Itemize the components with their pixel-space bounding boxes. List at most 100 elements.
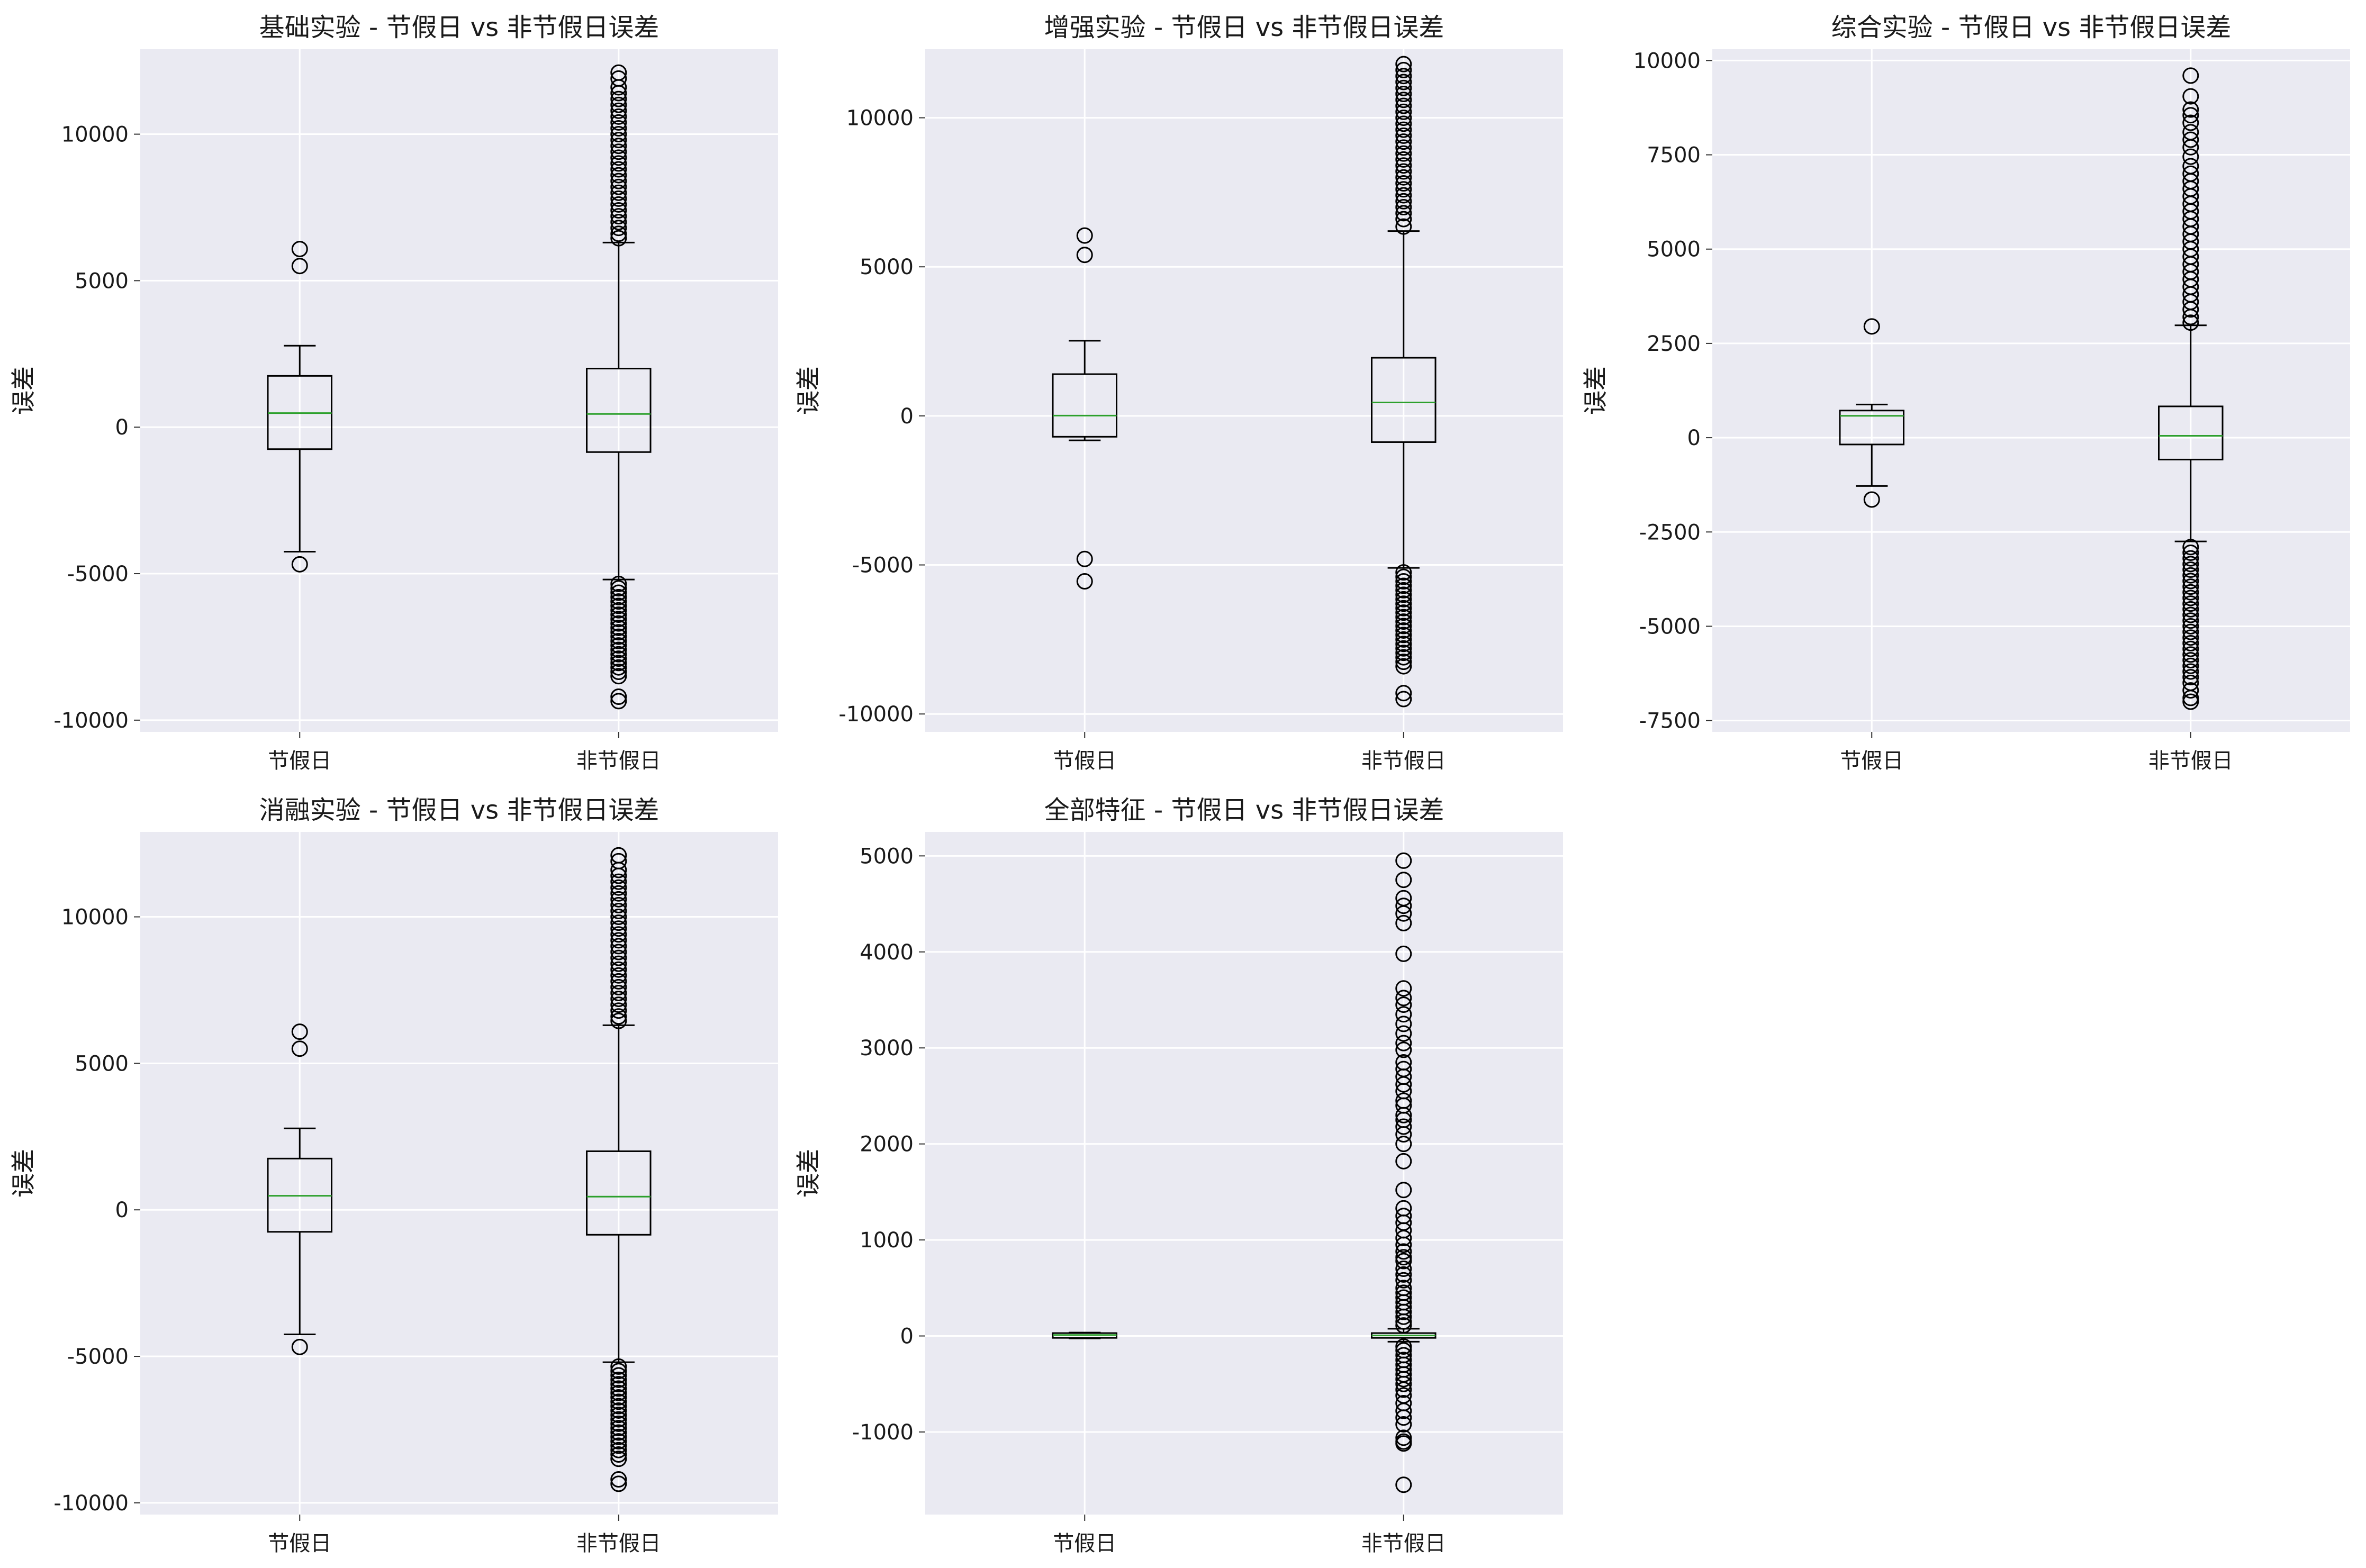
box-1 bbox=[267, 241, 332, 573]
outlier-point bbox=[610, 161, 627, 178]
y-tick-label: -5000 bbox=[1639, 614, 1701, 639]
outlier-point bbox=[610, 208, 627, 225]
outlier-point bbox=[610, 1475, 627, 1492]
outlier-point bbox=[610, 196, 627, 213]
outlier-point bbox=[1395, 631, 1412, 648]
y-tick-label: 0 bbox=[115, 415, 129, 440]
outlier-point bbox=[2182, 561, 2199, 578]
outlier-point bbox=[2182, 693, 2199, 710]
outlier-point bbox=[1395, 622, 1412, 639]
outlier-point bbox=[2182, 612, 2199, 629]
y-tick-label: 2000 bbox=[860, 1132, 914, 1157]
outlier-point bbox=[610, 143, 627, 160]
outlier-point bbox=[610, 1402, 627, 1419]
x-tick-label: 非节假日 bbox=[1361, 749, 1446, 773]
outlier-point bbox=[291, 258, 308, 275]
outlier-point bbox=[1395, 218, 1412, 235]
outlier-point bbox=[2182, 544, 2199, 561]
outlier-point bbox=[610, 867, 627, 884]
outlier-point bbox=[1395, 604, 1412, 621]
outlier-point bbox=[610, 619, 627, 636]
outlier-point bbox=[2182, 67, 2199, 84]
outlier-point bbox=[610, 641, 627, 658]
outlier-point bbox=[1395, 205, 1412, 222]
outlier-point bbox=[2182, 669, 2199, 686]
outlier-point bbox=[610, 588, 627, 605]
plot-area bbox=[925, 832, 1563, 1515]
chart-panel-2: -10000 -5000 0 5000 10000 节假日 非节假日 增强实验 - 节假日 v… bbox=[794, 13, 1563, 773]
y-axis-label: 误差 bbox=[9, 366, 38, 415]
outlier-point bbox=[1395, 157, 1412, 174]
outlier-point bbox=[610, 688, 627, 705]
x-tick-label: 非节假日 bbox=[1361, 1531, 1446, 1556]
outlier-point bbox=[610, 1407, 627, 1424]
outlier-point bbox=[610, 602, 627, 619]
y-axis-label: 误差 bbox=[794, 366, 823, 415]
outlier-point bbox=[610, 96, 627, 113]
outlier-point bbox=[610, 879, 627, 896]
outlier-point bbox=[610, 1002, 627, 1019]
y-tick-label: 10000 bbox=[61, 905, 129, 930]
outlier-point bbox=[610, 155, 627, 172]
outlier-point bbox=[610, 1358, 627, 1375]
outlier-point bbox=[1395, 600, 1412, 617]
box-2 bbox=[2158, 67, 2224, 710]
box-2 bbox=[586, 64, 652, 710]
outlier-point bbox=[1395, 1126, 1412, 1143]
outlier-point bbox=[1395, 1035, 1412, 1052]
outlier-point bbox=[1395, 97, 1412, 114]
outlier-point bbox=[610, 1442, 627, 1458]
y-tick-label: 5000 bbox=[860, 844, 914, 868]
y-tick-label: -5000 bbox=[67, 1345, 129, 1369]
outlier-point bbox=[1395, 595, 1412, 612]
iqr-box bbox=[1052, 373, 1117, 438]
outlier-point bbox=[2182, 663, 2199, 680]
outlier-point bbox=[2182, 573, 2199, 590]
outlier-point bbox=[1395, 1381, 1412, 1398]
outlier-point bbox=[1395, 103, 1412, 120]
outlier-point bbox=[1395, 1136, 1412, 1153]
outlier-point bbox=[1395, 187, 1412, 204]
y-tick-label: -5000 bbox=[67, 562, 129, 586]
outlier-point bbox=[2182, 131, 2199, 148]
outlier-point bbox=[1395, 56, 1412, 72]
outlier-point bbox=[1395, 945, 1412, 962]
outlier-point bbox=[2182, 682, 2199, 699]
outlier-point bbox=[610, 978, 627, 995]
outlier-point bbox=[2182, 590, 2199, 606]
outlier-point bbox=[1395, 1076, 1412, 1093]
box-1 bbox=[1052, 227, 1117, 590]
outlier-point bbox=[610, 1384, 627, 1401]
outlier-point bbox=[1395, 685, 1412, 702]
outlier-point bbox=[610, 932, 627, 949]
box-1 bbox=[1839, 318, 1904, 508]
outlier-point bbox=[610, 991, 627, 1008]
outlier-point bbox=[610, 615, 627, 632]
outlier-point bbox=[1395, 658, 1412, 675]
outlier-point bbox=[610, 938, 627, 955]
outlier-point bbox=[1395, 1416, 1412, 1433]
outlier-point bbox=[610, 1428, 627, 1445]
y-axis-label: 误差 bbox=[1581, 366, 1610, 415]
y-tick-label: 7500 bbox=[1647, 143, 1701, 168]
outlier-point bbox=[1395, 175, 1412, 192]
outlier-point bbox=[610, 955, 627, 972]
plot-area bbox=[925, 49, 1563, 732]
x-tick-label: 节假日 bbox=[268, 749, 331, 773]
outlier-point bbox=[2182, 309, 2199, 325]
outlier-point bbox=[1395, 1272, 1412, 1289]
outlier-point bbox=[1076, 573, 1093, 590]
chart-title: 消融实验 - 节假日 vs 非节假日误差 bbox=[259, 795, 660, 825]
box-2 bbox=[586, 847, 652, 1492]
outlier-point bbox=[1395, 636, 1412, 652]
outlier-point bbox=[610, 597, 627, 614]
outlier-point bbox=[1076, 550, 1093, 567]
y-tick-label: 10000 bbox=[846, 106, 914, 131]
chart-title: 综合实验 - 节假日 vs 非节假日误差 bbox=[1831, 13, 2232, 42]
outlier-point bbox=[2182, 640, 2199, 657]
outlier-point bbox=[1395, 1266, 1412, 1283]
outlier-point bbox=[1395, 115, 1412, 132]
outlier-point bbox=[610, 967, 627, 984]
outlier-point bbox=[610, 996, 627, 1013]
outlier-point bbox=[610, 606, 627, 623]
